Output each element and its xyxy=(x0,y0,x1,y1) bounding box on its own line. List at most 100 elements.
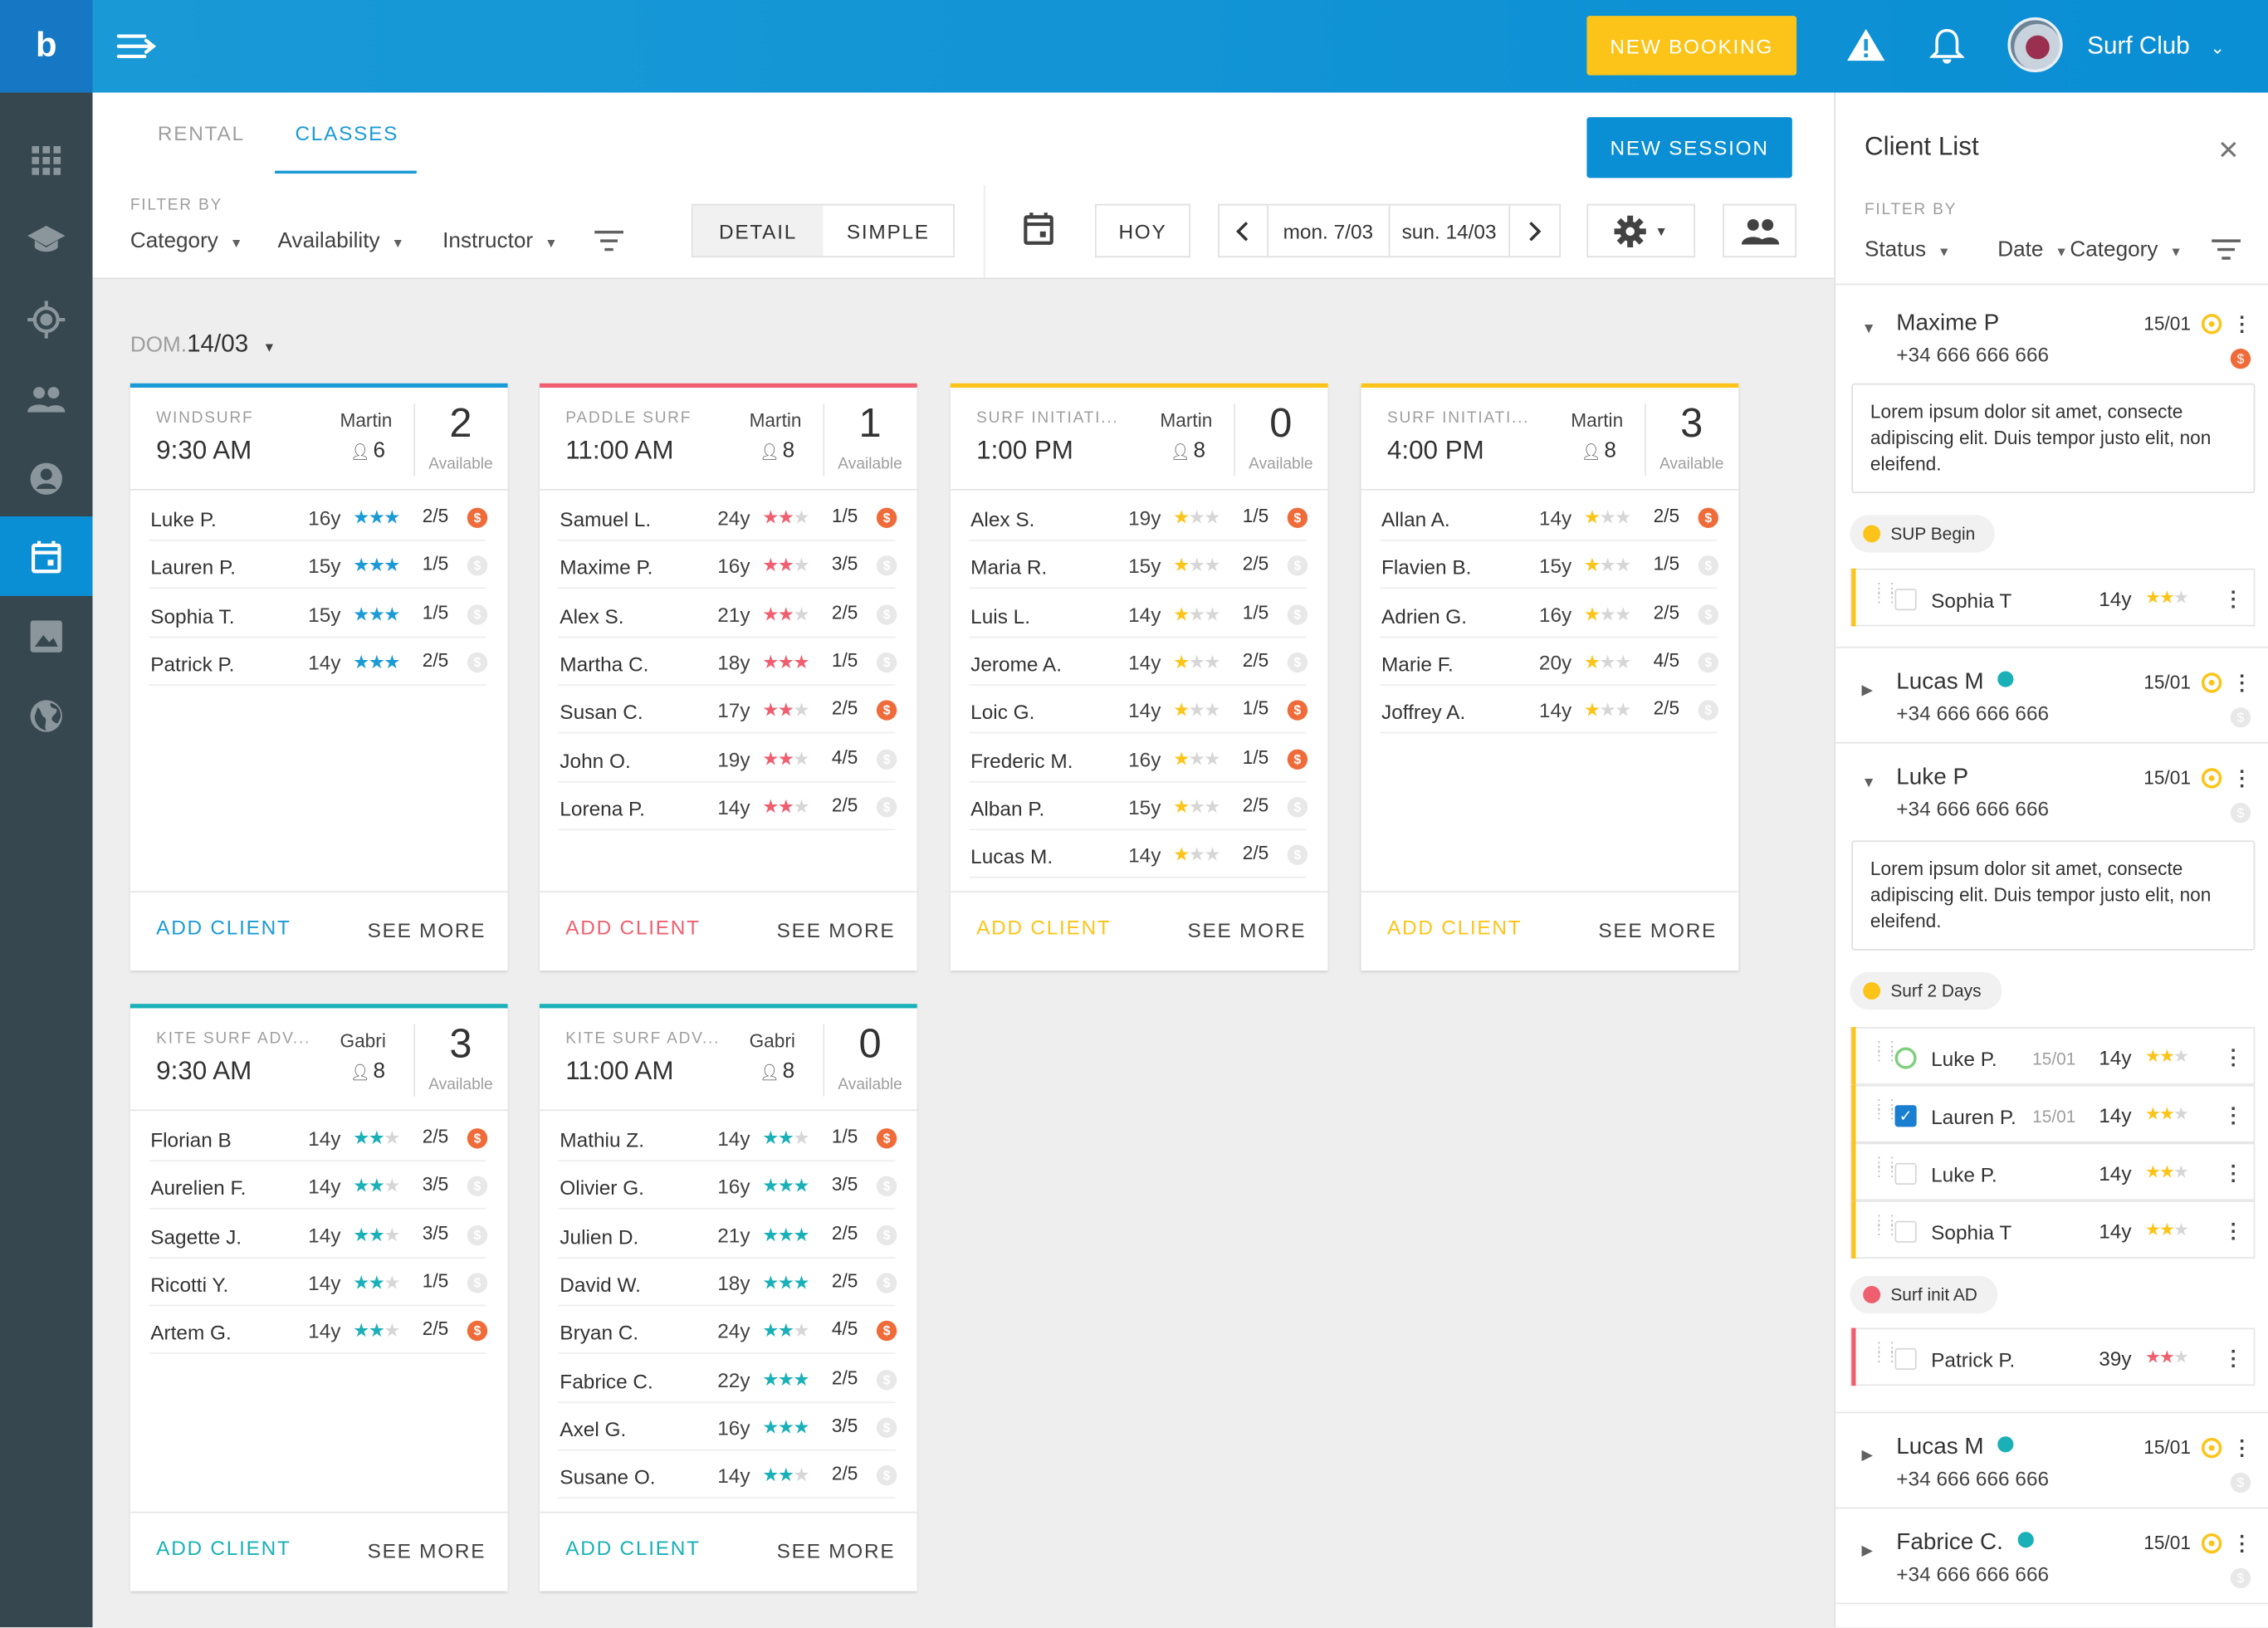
client-row[interactable]: Axel G. 16y ★★★ 3/5 $ xyxy=(558,1403,897,1451)
payment-icon[interactable]: $ xyxy=(876,1465,897,1486)
session-card[interactable]: WINDSURF 9:30 AM Martin 👤︎ 6 2 Available Luke P… xyxy=(130,383,508,971)
client-row[interactable]: Ricotti Y. 14y ★★★ 1/5 $ xyxy=(149,1259,488,1307)
payment-icon[interactable]: $ xyxy=(467,1225,488,1245)
tab-classes[interactable]: CLASSES xyxy=(295,121,399,145)
client-row[interactable]: Alban P. 15y ★★★ 2/5 $ xyxy=(969,782,1308,830)
drag-handle-icon[interactable]: ⋮⋮ ⋮⋮ xyxy=(1871,1156,1899,1181)
menu-arrow-icon[interactable] xyxy=(115,29,159,64)
client-row[interactable]: Alex S. 19y ★★★ 1/5 $ xyxy=(969,493,1308,541)
range-start[interactable]: mon. 7/03 xyxy=(1268,205,1390,257)
client-row[interactable]: Lauren P. 15y ★★★ 1/5 $ xyxy=(149,541,488,589)
payment-icon[interactable]: $ xyxy=(1287,652,1308,673)
more-vert-icon[interactable]: · · · xyxy=(2230,1096,2237,1135)
payment-icon[interactable]: $ xyxy=(467,1176,488,1197)
filter-icon[interactable] xyxy=(2212,238,2241,260)
client-row[interactable]: Jerome A. 14y ★★★ 2/5 $ xyxy=(969,638,1308,686)
payment-icon[interactable]: $ xyxy=(876,1176,897,1197)
payment-icon[interactable]: $ xyxy=(2230,348,2251,369)
add-client-button[interactable]: ADD CLIENT xyxy=(565,915,701,939)
client-row[interactable]: Martha C. 18y ★★★ 1/5 $ xyxy=(558,638,897,686)
client-row[interactable]: Lucas M. 14y ★★★ 2/5 $ xyxy=(969,830,1308,878)
panel-filter-date[interactable]: Date ▼ xyxy=(1997,237,2068,262)
avatar[interactable] xyxy=(2007,17,2063,73)
group-chip[interactable]: SUP Begin xyxy=(1850,515,1996,553)
group-users-button[interactable] xyxy=(1723,203,1797,258)
more-vert-icon[interactable]: · · · xyxy=(2239,305,2246,343)
bell-icon[interactable] xyxy=(1929,26,1965,66)
group-client-row[interactable]: ⋮⋮ ⋮⋮ Patrick P. 39y ★★★ · · · xyxy=(1850,1327,2256,1386)
next-week-button[interactable] xyxy=(1510,205,1559,256)
more-vert-icon[interactable]: · · · xyxy=(2239,759,2246,798)
more-vert-icon[interactable]: · · · xyxy=(2230,579,2237,618)
client-row[interactable]: Maria R. 15y ★★★ 2/5 $ xyxy=(969,541,1308,589)
group-client-row[interactable]: ⋮⋮ ⋮⋮ Sophia T 14y ★★★ · · · xyxy=(1850,568,2256,627)
client-row[interactable]: Fabrice C. 22y ★★★ 2/5 $ xyxy=(558,1355,897,1403)
client-row[interactable]: Sophia T. 15y ★★★ 1/5 $ xyxy=(149,589,488,638)
payment-icon[interactable]: $ xyxy=(876,507,897,528)
day-selector[interactable]: DOM.14/03 ▼ xyxy=(130,330,276,359)
filter-category[interactable]: Category ▼ xyxy=(130,228,243,253)
view-simple-button[interactable]: SIMPLE xyxy=(846,218,930,242)
payment-icon[interactable]: $ xyxy=(876,1225,897,1245)
settings-dropdown[interactable]: ▼ xyxy=(1586,203,1696,258)
app-logo[interactable]: b xyxy=(0,0,93,93)
client-row[interactable]: Susan C. 17y ★★★ 2/5 $ xyxy=(558,686,897,734)
payment-icon[interactable]: $ xyxy=(876,1321,897,1342)
more-vert-icon[interactable]: · · · xyxy=(2239,1524,2246,1562)
warning-icon[interactable] xyxy=(1845,26,1886,63)
client-row[interactable]: Alex S. 21y ★★★ 2/5 $ xyxy=(558,589,897,638)
group-chip[interactable]: Surf init AD xyxy=(1850,1275,1998,1314)
payment-icon[interactable]: $ xyxy=(1698,700,1718,721)
more-vert-icon[interactable]: · · · xyxy=(2239,663,2246,702)
payment-icon[interactable]: $ xyxy=(1698,604,1718,625)
tab-rental[interactable]: RENTAL xyxy=(157,121,245,145)
drag-handle-icon[interactable]: ⋮⋮ ⋮⋮ xyxy=(1871,1098,1899,1123)
filter-availability[interactable]: Availability ▼ xyxy=(278,228,404,253)
more-vert-icon[interactable]: · · · xyxy=(2230,1339,2237,1377)
payment-icon[interactable]: $ xyxy=(467,1273,488,1293)
client-row[interactable]: Luis L. 14y ★★★ 1/5 $ xyxy=(969,589,1308,638)
payment-icon[interactable]: $ xyxy=(876,796,897,818)
group-chip[interactable]: Surf 2 Days xyxy=(1850,971,2002,1010)
session-card[interactable]: KITE SURF ADV... 11:00 AM Gabri 👤︎ 8 0 Availab… xyxy=(539,1004,917,1591)
session-card[interactable]: PADDLE SURF 11:00 AM Martin 👤︎ 8 1 Available Sa… xyxy=(539,383,917,971)
client-row[interactable]: Bryan C. 24y ★★★ 4/5 $ xyxy=(558,1307,897,1355)
payment-icon[interactable]: $ xyxy=(1287,555,1308,576)
drag-handle-icon[interactable]: ⋮⋮ ⋮⋮ xyxy=(1871,581,1899,607)
more-vert-icon[interactable]: · · · xyxy=(2239,1429,2246,1467)
payment-icon[interactable]: $ xyxy=(2230,707,2251,728)
client-row[interactable]: Aurelien F. 14y ★★★ 3/5 $ xyxy=(149,1162,488,1210)
add-client-button[interactable]: ADD CLIENT xyxy=(1386,915,1523,939)
caret-right-icon[interactable]: ▶ xyxy=(1861,682,1873,699)
session-card[interactable]: KITE SURF ADV... 9:30 AM Gabri 👤︎ 8 3 Availabl… xyxy=(130,1004,508,1591)
payment-icon[interactable]: $ xyxy=(1287,604,1308,625)
nav-gallery[interactable] xyxy=(0,596,93,676)
payment-icon[interactable]: $ xyxy=(876,1273,897,1293)
payment-icon[interactable]: $ xyxy=(876,1369,897,1390)
payment-icon[interactable]: $ xyxy=(876,748,897,770)
payment-icon[interactable]: $ xyxy=(1698,652,1718,673)
payment-icon[interactable]: $ xyxy=(876,1128,897,1149)
panel-filter-status[interactable]: Status ▼ xyxy=(1865,237,1951,262)
nav-classes[interactable] xyxy=(0,199,93,279)
client-row[interactable]: Lorena P. 14y ★★★ 2/5 $ xyxy=(558,782,897,830)
client-row[interactable]: Frederic M. 16y ★★★ 1/5 $ xyxy=(969,734,1308,782)
group-client-row[interactable]: ⋮⋮ ⋮⋮ ✓ Lauren P. 15/01 14y ★★★ · · · xyxy=(1850,1084,2256,1143)
radio-indicator[interactable] xyxy=(1894,1047,1917,1069)
payment-icon[interactable]: $ xyxy=(1287,700,1308,721)
client-row[interactable]: Sagette J. 14y ★★★ 3/5 $ xyxy=(149,1210,488,1259)
see-more-button[interactable]: SEE MORE xyxy=(367,918,486,942)
filter-instructor[interactable]: Instructor ▼ xyxy=(442,228,557,253)
nav-web[interactable] xyxy=(0,676,93,755)
chevron-down-icon[interactable]: ⌄ xyxy=(2210,37,2225,58)
session-card[interactable]: SURF INITIATI... 4:00 PM Martin 👤︎ 8 3 Availab… xyxy=(1361,383,1739,971)
panel-filter-category[interactable]: Category ▼ xyxy=(2070,237,2182,262)
calendar-icon[interactable] xyxy=(1023,211,1054,246)
session-card[interactable]: SURF INITIATI... 1:00 PM Martin 👤︎ 8 0 Availab… xyxy=(950,383,1328,971)
drag-handle-icon[interactable]: ⋮⋮ ⋮⋮ xyxy=(1871,1039,1899,1065)
new-booking-button[interactable]: NEW BOOKING xyxy=(1586,16,1797,76)
group-client-row[interactable]: ⋮⋮ ⋮⋮ Sophia T 14y ★★★ · · · xyxy=(1850,1200,2256,1259)
payment-icon[interactable]: $ xyxy=(467,1321,488,1342)
payment-icon[interactable]: $ xyxy=(876,1417,897,1438)
add-client-button[interactable]: ADD CLIENT xyxy=(156,1536,291,1560)
